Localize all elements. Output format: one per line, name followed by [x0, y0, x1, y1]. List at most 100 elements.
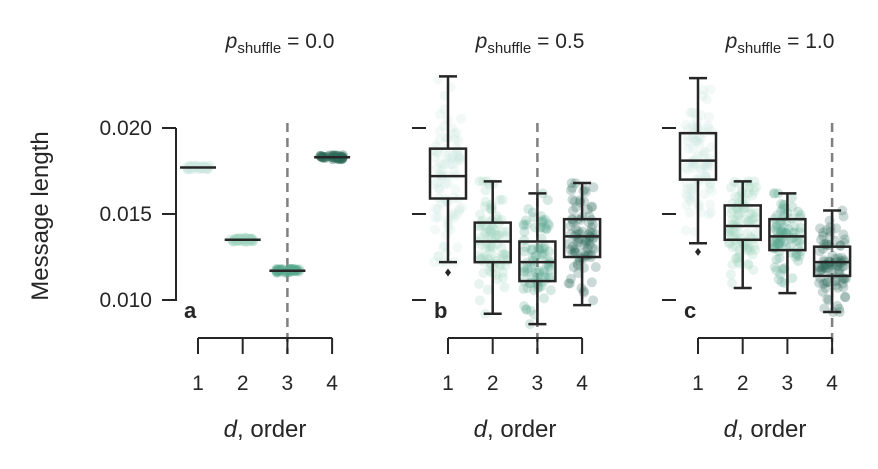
data-point	[444, 159, 455, 170]
data-point	[772, 238, 783, 249]
data-point	[775, 235, 786, 246]
data-point	[684, 207, 695, 218]
data-point	[478, 176, 489, 187]
category-4	[314, 150, 351, 165]
panel-title: pshuffle = 1.0	[725, 30, 835, 57]
data-point	[570, 223, 581, 234]
data-point	[704, 112, 715, 123]
data-point	[563, 278, 574, 289]
data-point	[700, 160, 711, 171]
data-point	[588, 295, 599, 306]
data-point	[724, 226, 735, 237]
data-point	[731, 253, 742, 264]
data-point	[485, 244, 496, 255]
data-point	[837, 278, 848, 289]
data-point	[525, 305, 536, 316]
data-point	[480, 196, 491, 207]
data-point	[795, 212, 806, 223]
data-point	[691, 135, 702, 146]
data-point	[530, 251, 541, 262]
data-point	[430, 203, 441, 214]
data-point	[814, 262, 825, 273]
title-value: = 0.0	[281, 30, 334, 53]
data-point	[584, 227, 595, 238]
category-2	[473, 176, 512, 319]
data-point	[837, 261, 848, 272]
data-point	[773, 274, 784, 285]
box	[562, 217, 602, 259]
data-point	[429, 152, 440, 163]
data-point	[770, 224, 781, 235]
data-point	[833, 253, 844, 264]
data-point	[519, 262, 530, 273]
data-point	[787, 201, 798, 212]
data-point	[544, 246, 555, 257]
data-point	[518, 267, 529, 278]
panel-b: pshuffle = 0.5 b 1 2 3 4 d, order	[412, 30, 602, 443]
data-point	[485, 199, 496, 210]
data-point	[685, 183, 696, 194]
data-point	[751, 182, 762, 193]
data-point	[771, 254, 782, 265]
data-point	[689, 183, 700, 194]
data-point	[820, 283, 831, 294]
x-axis-label-var: d	[724, 416, 738, 443]
data-point	[434, 126, 445, 137]
data-point	[791, 236, 802, 247]
data-point	[838, 211, 849, 222]
data-point	[485, 225, 496, 236]
data-point	[441, 152, 452, 163]
data-point	[447, 208, 458, 219]
data-point	[775, 226, 786, 237]
data-point	[740, 214, 751, 225]
data-point	[783, 224, 794, 235]
data-point	[727, 214, 738, 225]
data-point	[818, 230, 829, 241]
data-point	[541, 224, 552, 235]
data-point	[486, 240, 497, 251]
data-point	[747, 190, 758, 201]
data-point	[698, 161, 709, 172]
data-point	[531, 271, 542, 282]
data-point	[431, 163, 442, 174]
category-1	[180, 160, 216, 175]
data-point	[456, 202, 467, 213]
data-point	[474, 176, 485, 187]
data-point	[700, 170, 711, 181]
data-point	[795, 209, 806, 220]
data-point	[743, 242, 754, 253]
data-point	[455, 152, 466, 163]
data-point	[587, 201, 598, 212]
data-point	[453, 135, 464, 146]
data-point	[518, 220, 529, 231]
data-point	[430, 212, 441, 223]
data-point	[474, 278, 485, 289]
data-point	[520, 242, 531, 253]
category-2	[224, 232, 261, 247]
data-point	[433, 212, 444, 223]
data-point	[776, 276, 787, 287]
data-point	[815, 223, 826, 234]
data-point	[772, 238, 783, 249]
category-4	[812, 205, 852, 318]
data-point	[540, 214, 551, 225]
data-point	[538, 243, 549, 254]
data-point	[430, 224, 441, 235]
data-point	[790, 252, 801, 263]
data-point	[795, 222, 806, 233]
data-point	[683, 143, 694, 154]
data-point	[572, 258, 583, 269]
data-point	[429, 179, 440, 190]
data-point	[443, 150, 454, 161]
data-point	[567, 241, 578, 252]
data-point	[820, 263, 831, 274]
data-point	[750, 244, 761, 255]
data-point	[743, 187, 754, 198]
title-subscript: shuffle	[737, 40, 781, 57]
data-point	[584, 239, 595, 250]
data-point	[701, 161, 712, 172]
data-point	[474, 295, 485, 306]
data-point	[537, 249, 548, 260]
data-point	[565, 244, 576, 255]
title-subscript: shuffle	[487, 40, 531, 57]
